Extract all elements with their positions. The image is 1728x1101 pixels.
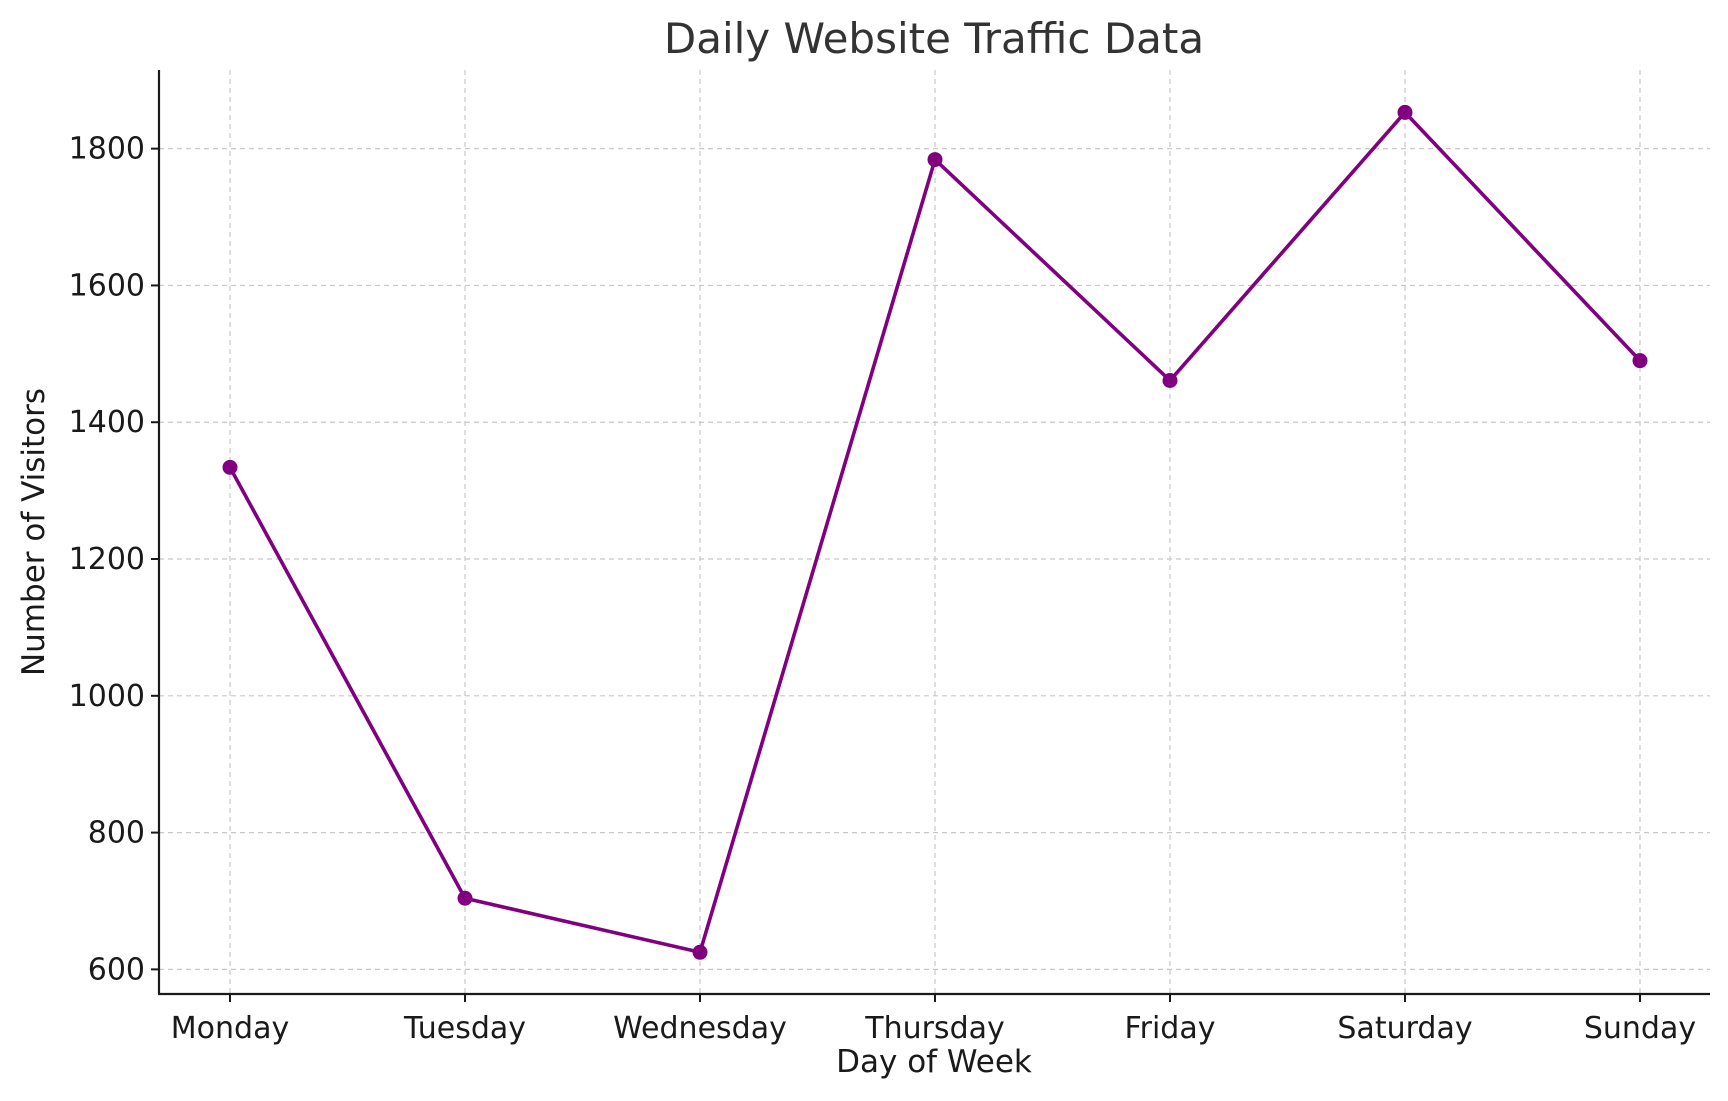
x-tick-label: Wednesday [613, 1011, 787, 1046]
data-point [222, 459, 238, 475]
data-point [692, 944, 708, 960]
grid-lines [159, 70, 1710, 994]
x-axis-ticks: Monday Tuesday Wednesday Thursday Friday Satu… [171, 994, 1696, 1046]
x-tick-label: Tuesday [403, 1011, 526, 1046]
x-tick-label: Thursday [864, 1011, 1005, 1046]
chart-title: Daily Website Traffic Data [664, 14, 1204, 63]
y-tick-label: 1400 [69, 405, 145, 440]
data-point [1632, 353, 1648, 369]
y-tick-label: 1200 [69, 542, 145, 577]
data-point [927, 152, 943, 168]
y-tick-label: 1000 [69, 679, 145, 714]
x-tick-label: Sunday [1584, 1011, 1696, 1046]
y-tick-label: 600 [88, 952, 145, 987]
y-tick-label: 1600 [69, 268, 145, 303]
x-tick-label: Friday [1125, 1011, 1216, 1046]
x-tick-label: Saturday [1337, 1011, 1472, 1046]
data-point [457, 890, 473, 906]
y-axis-title: Number of Visitors [16, 388, 52, 676]
y-axis-ticks: 600 800 1000 1200 1400 1600 1800 [69, 132, 159, 987]
axes [157, 70, 1710, 996]
x-axis-title: Day of Week [836, 1044, 1032, 1080]
data-point [1162, 373, 1178, 389]
x-tick-label: Monday [171, 1011, 289, 1046]
data-point [1397, 104, 1413, 120]
y-tick-label: 1800 [69, 132, 145, 167]
y-tick-label: 800 [88, 816, 145, 851]
series-group [222, 104, 1648, 960]
